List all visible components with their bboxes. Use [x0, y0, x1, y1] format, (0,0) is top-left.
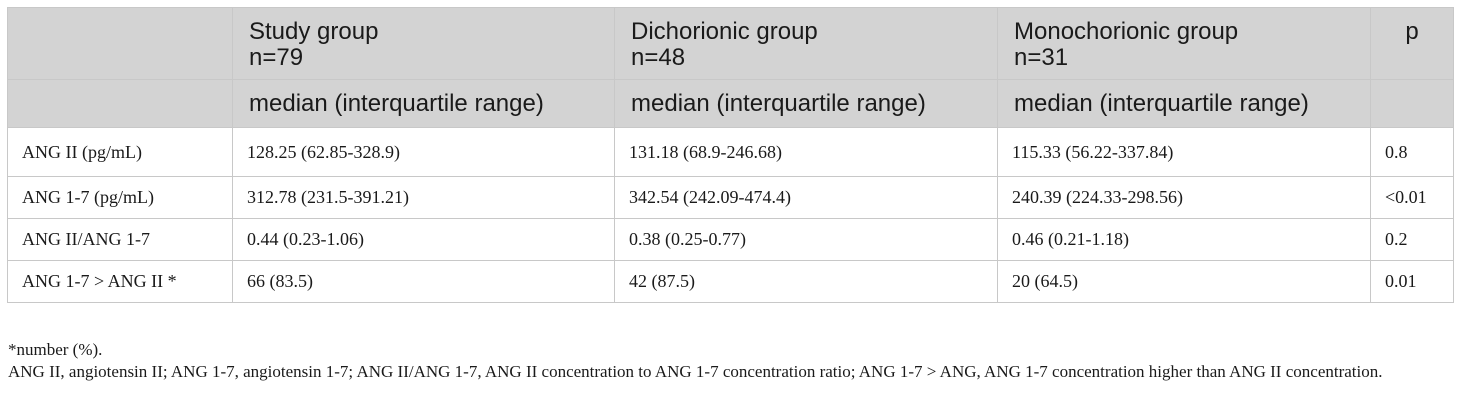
row-label: ANG II/ANG 1-7: [7, 218, 233, 261]
cell-dichorionic: 131.18 (68.9-246.68): [614, 127, 998, 177]
cell-p: 0.8: [1370, 127, 1454, 177]
table-row: ANG II (pg/mL) 128.25 (62.85-328.9) 131.…: [7, 127, 1454, 177]
header-cell-study-group: Study group n=79: [232, 7, 615, 80]
header-stat-p-empty: [1370, 79, 1454, 128]
table-row: ANG 1-7 (pg/mL) 312.78 (231.5-391.21) 34…: [7, 176, 1454, 219]
header-stat-empty: [7, 79, 233, 128]
header-row-stat: median (interquartile range) median (int…: [7, 79, 1454, 128]
cell-dichorionic: 342.54 (242.09-474.4): [614, 176, 998, 219]
cell-monochorionic: 115.33 (56.22-337.84): [997, 127, 1371, 177]
table-body: ANG II (pg/mL) 128.25 (62.85-328.9) 131.…: [7, 127, 1454, 303]
row-label: ANG 1-7 (pg/mL): [7, 176, 233, 219]
footnote-asterisk: *number (%).: [8, 340, 103, 359]
cell-monochorionic: 0.46 (0.21-1.18): [997, 218, 1371, 261]
cell-study: 0.44 (0.23-1.06): [232, 218, 615, 261]
row-label: ANG 1-7 > ANG II *: [7, 260, 233, 303]
table-footnotes: *number (%). ANG II, angiotensin II; ANG…: [8, 339, 1454, 383]
header-group-n: n=48: [631, 44, 686, 71]
header-group-name: Monochorionic group: [1014, 18, 1239, 45]
header-cell-empty: [7, 7, 233, 80]
header-group-name: Study group: [249, 18, 379, 45]
header-row-groups: Study group n=79 Dichorionic group n=48 …: [7, 7, 1454, 80]
header-cell-p: p: [1370, 7, 1454, 80]
cell-monochorionic: 240.39 (224.33-298.56): [997, 176, 1371, 219]
table-row: ANG 1-7 > ANG II * 66 (83.5) 42 (87.5) 2…: [7, 260, 1454, 303]
cell-monochorionic: 20 (64.5): [997, 260, 1371, 303]
header-group-n: n=31: [1014, 44, 1069, 71]
table-header: Study group n=79 Dichorionic group n=48 …: [7, 7, 1454, 128]
cell-study: 312.78 (231.5-391.21): [232, 176, 615, 219]
cell-study: 66 (83.5): [232, 260, 615, 303]
header-stat-study: median (interquartile range): [232, 79, 615, 128]
header-group-n: n=79: [249, 44, 304, 71]
table-row: ANG II/ANG 1-7 0.44 (0.23-1.06) 0.38 (0.…: [7, 218, 1454, 261]
data-table: Study group n=79 Dichorionic group n=48 …: [7, 7, 1454, 303]
cell-p: 0.01: [1370, 260, 1454, 303]
cell-p: 0.2: [1370, 218, 1454, 261]
cell-dichorionic: 0.38 (0.25-0.77): [614, 218, 998, 261]
data-table-container: Study group n=79 Dichorionic group n=48 …: [7, 7, 1454, 303]
cell-p: <0.01: [1370, 176, 1454, 219]
cell-dichorionic: 42 (87.5): [614, 260, 998, 303]
header-stat-monochorionic: median (interquartile range): [997, 79, 1371, 128]
row-label: ANG II (pg/mL): [7, 127, 233, 177]
header-group-name: Dichorionic group: [631, 18, 818, 45]
header-cell-dichorionic-group: Dichorionic group n=48: [614, 7, 998, 80]
header-stat-dichorionic: median (interquartile range): [614, 79, 998, 128]
footnote-abbreviations: ANG II, angiotensin II; ANG 1-7, angiote…: [8, 362, 1383, 381]
header-cell-monochorionic-group: Monochorionic group n=31: [997, 7, 1371, 80]
cell-study: 128.25 (62.85-328.9): [232, 127, 615, 177]
